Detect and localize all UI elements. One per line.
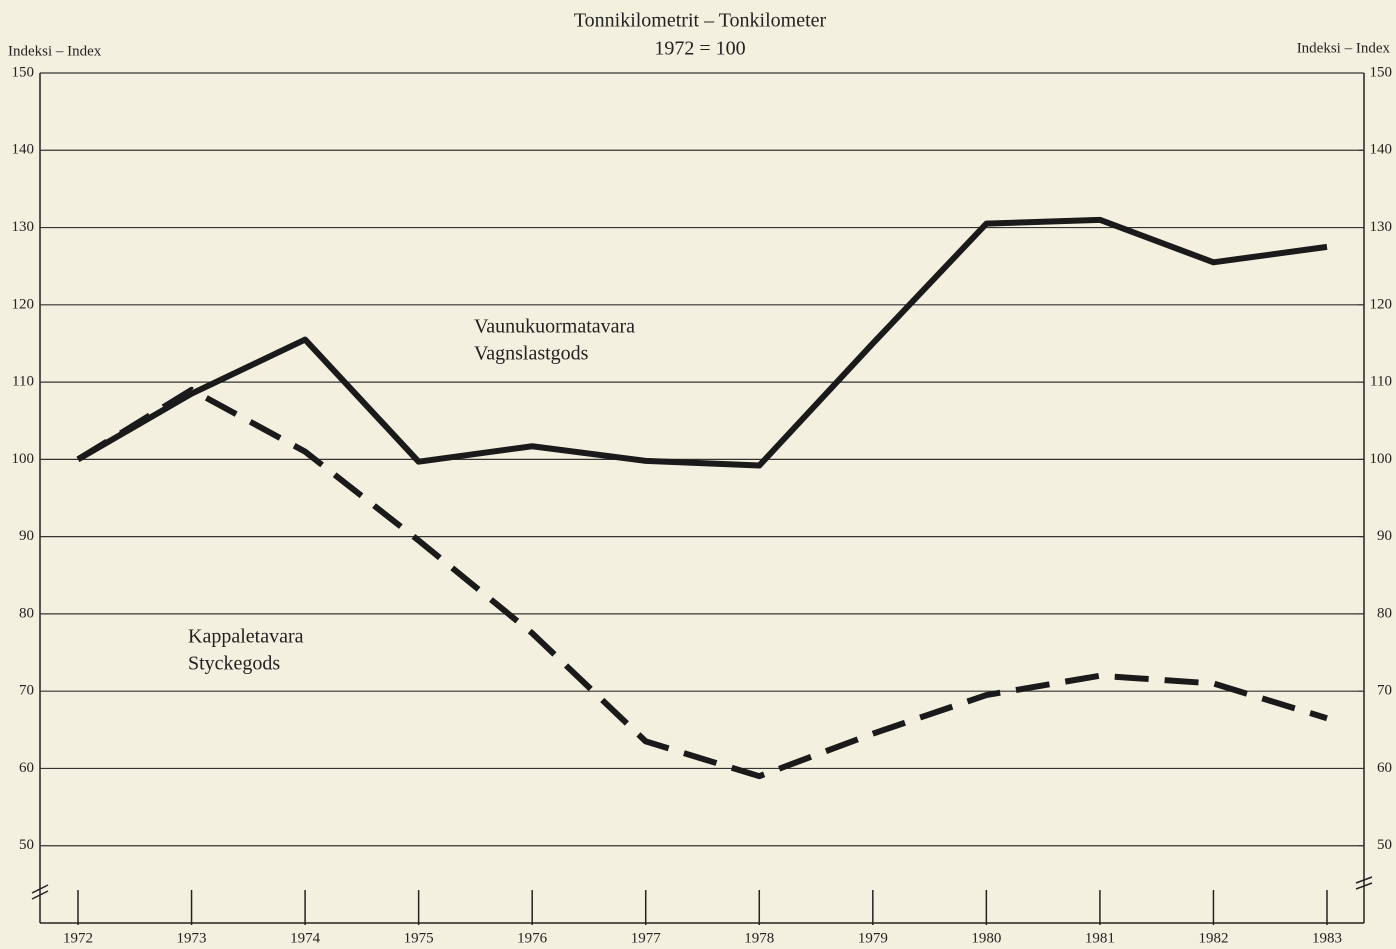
chart-title: Tonnikilometrit – Tonkilometer	[574, 10, 827, 32]
y-tick-label: 60	[19, 760, 34, 776]
x-tick-label: 1979	[858, 930, 888, 946]
y-tick-label: 150	[12, 64, 35, 80]
axis-break	[31, 884, 49, 894]
series-label: Vagnslastgods	[474, 343, 589, 365]
y2-tick-label: 100	[1370, 451, 1393, 467]
x-tick-label: 1981	[1085, 930, 1115, 946]
y-tick-label: 110	[12, 374, 34, 390]
x-tick-label: 1978	[744, 930, 774, 946]
line-series	[76, 386, 1328, 780]
x-tick-label: 1972	[63, 930, 93, 946]
y2-tick-label: 140	[1370, 142, 1393, 158]
series-label: Styckegods	[188, 653, 280, 675]
y2-tick-label: 70	[1377, 683, 1392, 699]
x-tick-label: 1975	[404, 930, 434, 946]
y2-tick-label: 150	[1370, 64, 1393, 80]
y-tick-label: 50	[19, 837, 34, 853]
y-tick-label: 140	[12, 142, 35, 158]
y2-tick-label: 120	[1370, 296, 1393, 312]
x-tick-label: 1977	[631, 930, 662, 946]
y2-tick-label: 90	[1377, 528, 1392, 544]
x-tick-label: 1983	[1312, 930, 1342, 946]
axis-break	[1355, 882, 1373, 890]
y2-tick-label: 50	[1377, 837, 1392, 853]
series-label: Kappaletavara	[188, 626, 304, 648]
y-tick-label: 70	[19, 683, 34, 699]
y-axis-label: Indeksi – Index	[8, 43, 102, 59]
y2-tick-label: 60	[1377, 760, 1392, 776]
y2-axis-label: Indeksi – Index	[1297, 40, 1391, 56]
y2-tick-label: 110	[1370, 374, 1392, 390]
series-label: Vaunukuormatavara	[474, 316, 635, 338]
y2-tick-label: 80	[1377, 605, 1392, 621]
y-tick-label: 80	[19, 605, 34, 621]
y2-tick-label: 130	[1370, 219, 1393, 235]
y-tick-label: 130	[12, 219, 35, 235]
y-tick-label: 90	[19, 528, 34, 544]
line-series	[76, 216, 1328, 469]
axis-break	[1355, 876, 1373, 884]
y-tick-label: 100	[12, 451, 35, 467]
x-tick-label: 1982	[1198, 930, 1228, 946]
chart-subtitle: 1972 = 100	[654, 38, 745, 60]
x-tick-label: 1980	[971, 930, 1001, 946]
y-tick-label: 120	[12, 296, 35, 312]
x-tick-label: 1973	[177, 930, 207, 946]
axis-break	[31, 890, 49, 900]
x-tick-label: 1974	[290, 930, 321, 946]
x-tick-label: 1976	[517, 930, 548, 946]
